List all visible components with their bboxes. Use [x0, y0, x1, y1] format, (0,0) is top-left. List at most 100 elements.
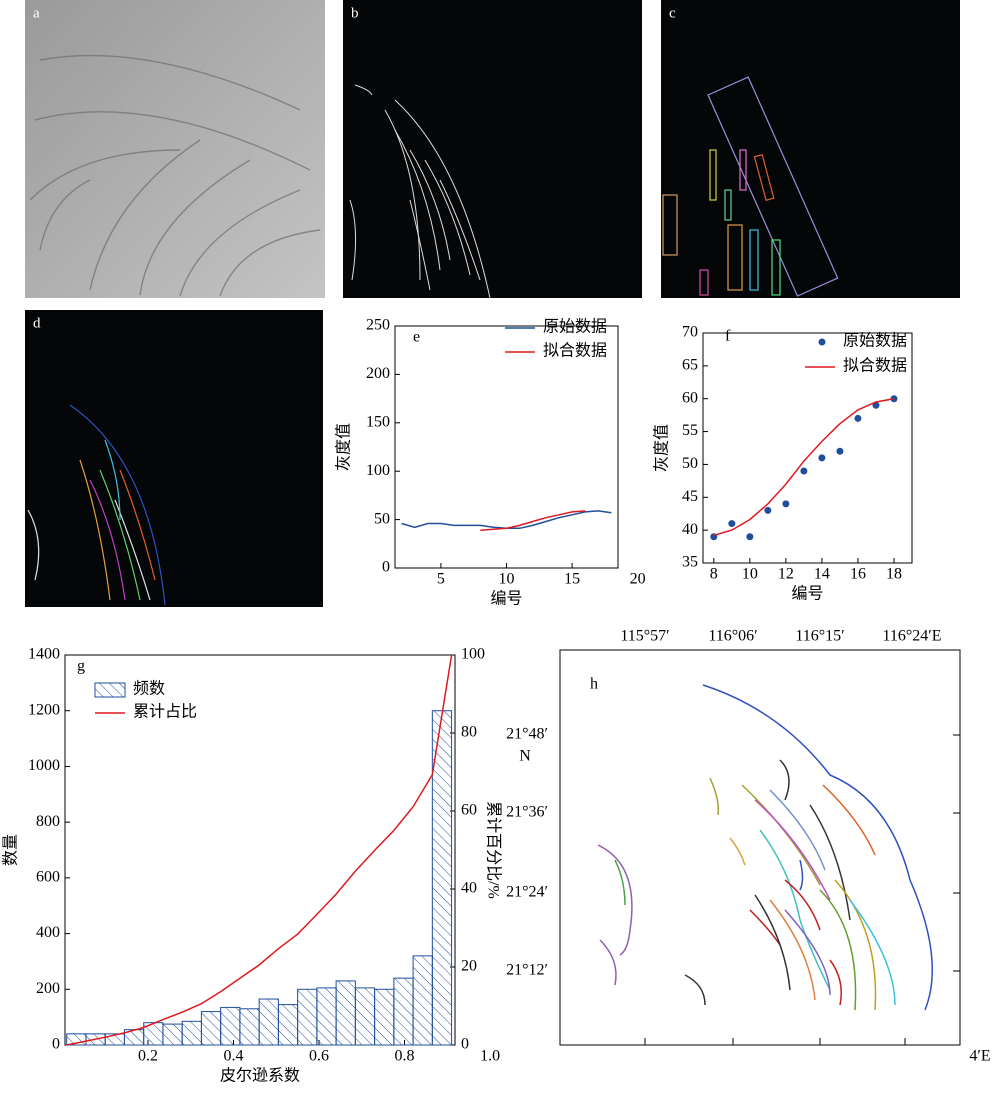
y-tick-label: 0: [52, 1036, 60, 1053]
y2-tick-label: 0: [461, 1036, 469, 1053]
data-point: [782, 500, 790, 508]
x-tick-label: 15: [564, 571, 580, 588]
y-tick-label: 1200: [28, 701, 60, 718]
bar: [393, 977, 414, 1046]
axes-frame: [394, 325, 619, 569]
bar: [258, 998, 279, 1046]
legend-label: 拟合数据: [543, 342, 607, 360]
series-line: [66, 654, 453, 1046]
y-axis-label: 灰度值: [335, 423, 353, 471]
y-tick-label: 45: [682, 488, 698, 505]
legend-label: 原始数据: [843, 332, 907, 350]
legend-label: 累计占比: [133, 703, 197, 721]
map-top-label: 116°15′: [795, 628, 844, 645]
y-axis-label: 数量: [2, 834, 20, 866]
legend-swatch: [94, 682, 126, 698]
bar: [239, 1008, 260, 1046]
bar: [181, 1020, 202, 1046]
legend-swatch: [818, 338, 826, 346]
panel-label: g: [77, 658, 85, 675]
y-tick-label: 35: [682, 554, 698, 571]
series-line: [713, 397, 895, 537]
image-a: a: [25, 0, 325, 298]
map-left-label: N: [519, 748, 531, 765]
y-tick-label: 150: [366, 413, 390, 430]
image-d: d: [25, 310, 323, 607]
data-point: [854, 414, 862, 422]
x-tick-label: 0.4: [223, 1048, 243, 1065]
x-tick-label: 0.2: [138, 1048, 158, 1065]
map-left-label: 21°48′: [506, 726, 548, 743]
x-tick-label: 1.0: [480, 1048, 500, 1065]
legend-label: 原始数据: [543, 318, 607, 336]
x-axis-label: 皮尔逊系数: [220, 1067, 300, 1085]
bar: [335, 980, 356, 1046]
y-tick-label: 1000: [28, 757, 60, 774]
x-tick-label: 18: [886, 566, 902, 583]
bar: [220, 1006, 241, 1046]
y2-tick-label: 100: [461, 646, 485, 663]
map-h: h 115°57′ 116°06′ 116°15′ 116°24′E 21°48…: [506, 628, 991, 1065]
y-tick-label: 100: [366, 462, 390, 479]
y-tick-label: 600: [36, 869, 60, 886]
y-tick-label: 65: [682, 357, 698, 374]
legend-label: 拟合数据: [843, 357, 907, 375]
y-tick-label: 55: [682, 422, 698, 439]
x-tick-label: 10: [499, 571, 515, 588]
map-top-label: 116°24′E: [882, 628, 941, 645]
panel-label: b: [351, 5, 359, 21]
data-point: [728, 520, 736, 528]
map-top-label: 115°57′: [620, 628, 669, 645]
bar: [354, 987, 376, 1046]
panel-label: h: [590, 676, 598, 693]
y-tick-label: 70: [682, 324, 698, 341]
bar: [412, 955, 433, 1046]
map-corner-label: 4′E: [969, 1048, 990, 1065]
map-left-label: 21°12′: [506, 962, 548, 979]
y2-tick-label: 80: [461, 724, 477, 741]
panel-label: a: [33, 5, 40, 21]
y-tick-label: 50: [374, 510, 390, 527]
panel-label: f: [725, 328, 731, 345]
x-axis-label: 编号: [791, 585, 823, 603]
series-line: [401, 510, 612, 530]
y-tick-label: 1400: [28, 646, 60, 663]
y-tick-label: 40: [682, 521, 698, 538]
y-tick-label: 400: [36, 924, 60, 941]
map-top-label: 116°06′: [708, 628, 757, 645]
x-tick-label: 20: [630, 571, 646, 588]
x-tick-label: 0.8: [395, 1048, 415, 1065]
panel-label: e: [413, 329, 420, 346]
x-tick-label: 16: [850, 566, 866, 583]
y-tick-label: 800: [36, 813, 60, 830]
x-tick-label: 14: [814, 566, 830, 583]
x-tick-label: 5: [437, 571, 445, 588]
y-tick-label: 250: [366, 317, 390, 334]
y2-tick-label: 60: [461, 802, 477, 819]
data-point: [800, 467, 808, 475]
x-tick-label: 10: [742, 566, 758, 583]
y2-tick-label: 40: [461, 880, 477, 897]
bar: [200, 1011, 222, 1046]
x-tick-label: 8: [710, 566, 718, 583]
data-point: [818, 454, 826, 462]
x-tick-label: 0.6: [309, 1048, 329, 1065]
y2-tick-label: 20: [461, 958, 477, 975]
y-tick-label: 0: [382, 559, 390, 576]
bar: [297, 988, 318, 1046]
bar: [162, 1023, 183, 1046]
axes-frame: [702, 332, 913, 564]
y2-axis-label: 累计百分比/%: [484, 801, 502, 899]
y-tick-label: 200: [36, 980, 60, 997]
data-point: [764, 506, 772, 514]
x-tick-label: 12: [778, 566, 794, 583]
series-line: [480, 510, 586, 531]
panel-label: d: [33, 315, 41, 331]
image-b: b: [343, 0, 642, 299]
map-left-label: 21°24′: [506, 884, 548, 901]
image-c: c: [661, 0, 960, 298]
bar: [316, 987, 337, 1046]
map-left-label: 21°36′: [506, 804, 548, 821]
y-axis-label: 灰度值: [653, 424, 671, 472]
